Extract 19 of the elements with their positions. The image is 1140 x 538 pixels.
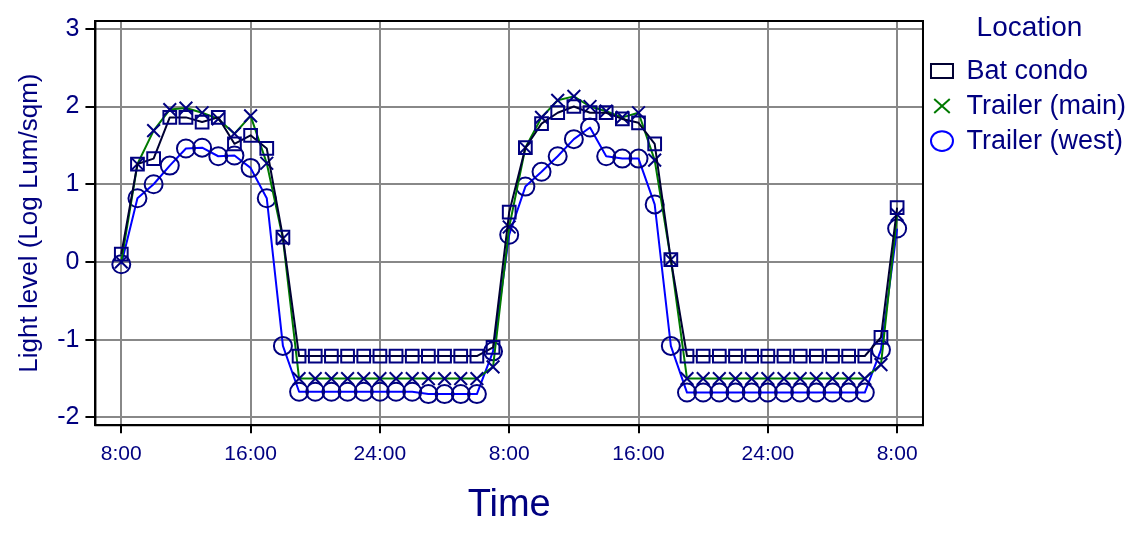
x-tick-label: 8:00 xyxy=(100,440,142,464)
y-tick-label: 2 xyxy=(65,90,80,119)
y-tick-label: 3 xyxy=(65,12,80,41)
y-tick-label: 1 xyxy=(65,168,80,197)
y-tick-label: -2 xyxy=(57,401,80,430)
x-tick-label: 8:00 xyxy=(488,440,530,464)
x-tick-label: 24:00 xyxy=(741,440,795,464)
legend-label: Trailer (main) xyxy=(966,89,1127,120)
x-tick-label: 16:00 xyxy=(612,440,665,464)
y-tick-label: -1 xyxy=(57,323,80,352)
x-tick-label: 16:00 xyxy=(224,440,277,464)
legend-label: Trailer (west) xyxy=(966,124,1124,155)
x-tick-label: 24:00 xyxy=(353,440,407,464)
x-tick-label: 8:00 xyxy=(876,440,918,464)
y-tick-label: 0 xyxy=(65,245,80,274)
legend-label: Bat condo xyxy=(966,54,1089,85)
legend-title: Location xyxy=(976,10,1083,42)
x-axis-title: Time xyxy=(467,481,551,524)
y-axis-title: Light level (Log Lum/sqm) xyxy=(12,73,43,373)
